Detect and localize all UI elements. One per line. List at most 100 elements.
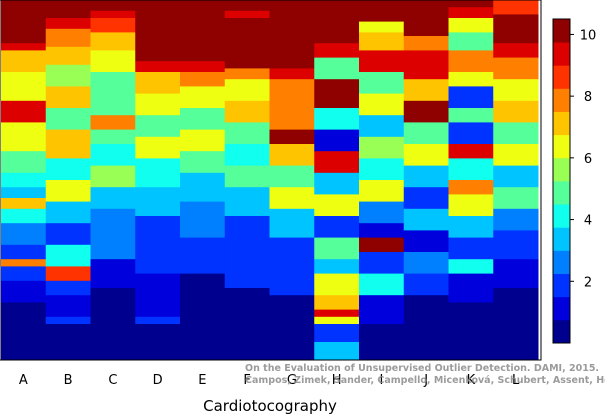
heatmap-cell-b-5 [45,86,91,109]
heatmap-cell-c-0 [90,0,136,12]
heatmap-cell-c-6 [90,93,136,116]
heatmap-cell-j-12 [403,273,449,296]
heatmap-cell-g-7 [269,187,315,210]
colorbar-segment-7 [553,157,570,182]
heatmap-cell-g-4 [269,129,315,145]
x-tick-label-e: E [198,373,206,388]
heatmap-cell-i-1 [359,21,405,33]
heatmap-cell-k-11 [448,180,494,195]
heatmap-cell-e-0 [180,0,226,62]
heatmap-cell-d-2 [135,72,181,94]
colorbar-segment-2 [553,273,570,298]
heatmap-cell-k-17 [448,302,494,361]
heatmap-cell-c-5 [90,72,136,94]
heatmap-cell-b-10 [45,201,91,224]
heatmap-cell-l-5 [493,100,539,123]
heatmap-cell-l-3 [493,57,539,80]
heatmap-cell-c-14 [90,288,136,325]
heatmap-cell-k-0 [448,0,494,8]
heatmap-cell-k-2 [448,18,494,33]
heatmap-cell-i-3 [359,50,405,73]
heatmap-cell-l-7 [493,144,539,166]
heatmap-cell-h-5 [314,129,360,152]
colorbar-segment-11 [553,65,570,89]
heatmap-cell-k-16 [448,273,494,303]
heatmap-cell-g-8 [269,208,315,238]
heatmap-cell-e-5 [180,129,226,152]
colorbar-segment-12 [553,42,570,66]
heatmap-cell-c-2 [90,18,136,33]
heatmap-cell-c-12 [90,208,136,260]
heatmap-cell-l-0 [493,0,539,15]
heatmap-cell-d-5 [135,136,181,159]
heatmap-cell-j-4 [403,100,449,123]
heatmap-cell-g-6 [269,165,315,188]
heatmap-cell-l-4 [493,79,539,102]
heatmap-cell-a-8 [1,172,47,188]
x-tick-label-g: G [287,373,297,388]
heatmap-cell-d-11 [135,316,181,325]
heatmap-cell-e-10 [180,273,226,361]
colorbar-segment-8 [553,134,570,159]
heatmap-cell-i-0 [359,0,405,22]
heatmap-cell-k-7 [448,108,494,123]
heatmap-cell-l-6 [493,122,539,145]
x-axis-tick-labels: A B C D E F G H I J K L [19,373,520,388]
heatmap-cell-a-16 [1,280,47,303]
heatmap-cell-e-4 [180,108,226,130]
heatmap-cell-a-4 [1,72,47,102]
heatmap-cell-a-9 [1,187,47,199]
heatmap-cells [1,0,539,361]
heatmap-cell-b-11 [45,223,91,246]
heatmap-cell-c-4 [90,50,136,73]
heatmap-cell-i-8 [359,158,405,181]
heatmap-cell-j-10 [403,230,449,253]
x-tick-label-b: B [64,373,73,388]
heatmap-cell-d-10 [135,273,181,318]
heatmap-cell-k-13 [448,216,494,238]
colorbar-tick-label-2: 2 [584,275,592,290]
heatmap-cell-h-4 [314,108,360,130]
heatmap-cell-j-5 [403,122,449,145]
colorbar-border [552,18,571,344]
heatmap-cell-k-9 [448,144,494,159]
heatmap-cell-g-9 [269,237,315,267]
heatmap-cell-d-1 [135,61,181,73]
heatmap-cell-i-16 [359,324,405,361]
heatmap-cell-f-8 [224,165,270,188]
heatmap-cell-k-8 [448,122,494,145]
heatmap-cell-a-2 [1,43,47,51]
heatmap-cell-a-17 [1,302,47,361]
heatmap-cell-i-11 [359,223,405,238]
colorbar-segment-1 [553,296,570,321]
heatmap-cell-a-7 [1,151,47,174]
heatmap-cell-j-0 [403,0,449,37]
heatmap-cell-b-9 [45,180,91,202]
heatmap-cell-d-3 [135,93,181,116]
heatmap-cell-e-8 [180,201,226,238]
heatmap-cell-f-5 [224,100,270,123]
heatmap-cell-h-11 [314,259,360,274]
heatmap-cell-h-15 [314,316,360,325]
heatmap-cell-e-7 [180,172,226,202]
heatmap-cell-c-9 [90,144,136,166]
heatmap-cell-h-7 [314,172,360,195]
colorbar-segment-4 [553,227,570,251]
heatmap-cell-e-6 [180,151,226,174]
heatmap-cell-k-14 [448,237,494,260]
heatmap-cell-d-0 [135,0,181,62]
heatmap-cell-i-4 [359,72,405,94]
heatmap-cell-b-14 [45,280,91,296]
colorbar-segment-0 [553,319,570,344]
colorbar-tick-label-10: 10 [580,28,597,43]
heatmap-cell-f-6 [224,122,270,145]
heatmap-cell-a-1 [1,28,47,44]
heatmap-cell-e-1 [180,61,226,73]
heatmap-cell-k-5 [448,72,494,87]
heatmap-cell-k-3 [448,32,494,51]
heatmap-cell-b-0 [45,0,91,19]
heatmap-cell-f-12 [224,288,270,361]
heatmap-cell-g-11 [269,295,315,361]
heatmap-cell-g-0 [269,0,315,69]
heatmap-cell-c-8 [90,129,136,145]
